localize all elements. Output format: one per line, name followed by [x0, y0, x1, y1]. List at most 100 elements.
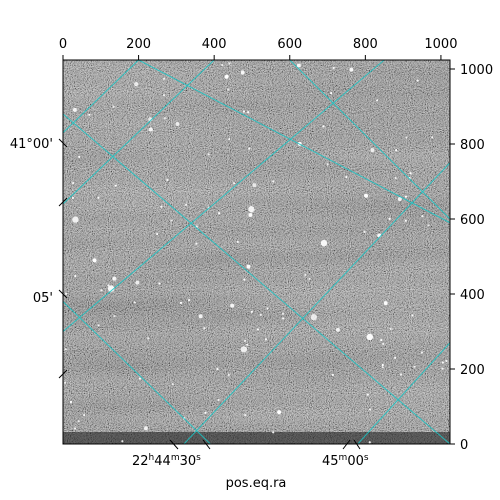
- star: [134, 82, 139, 87]
- star: [246, 264, 251, 269]
- star: [310, 313, 318, 321]
- star: [236, 240, 239, 243]
- y-tick-label-3: 600: [460, 213, 485, 228]
- star: [441, 361, 444, 364]
- dec-tick-label-1: 41°00': [10, 137, 53, 152]
- star: [394, 356, 397, 359]
- star: [107, 285, 115, 292]
- star: [416, 79, 419, 82]
- star: [242, 110, 246, 113]
- star: [380, 339, 383, 342]
- star: [272, 431, 275, 434]
- grid-line-1: [289, 60, 450, 220]
- star: [399, 373, 403, 376]
- star: [247, 111, 250, 114]
- star: [256, 328, 260, 331]
- star: [322, 125, 325, 128]
- star: [92, 258, 97, 263]
- x-tick-label-2: 400: [202, 37, 227, 52]
- star: [304, 273, 307, 277]
- coordinate-grid: [63, 60, 450, 444]
- star: [156, 232, 159, 236]
- star: [228, 62, 231, 65]
- star: [240, 70, 245, 75]
- star: [246, 343, 249, 346]
- star: [445, 359, 448, 363]
- plot-frame: [62, 59, 451, 445]
- star: [381, 363, 384, 367]
- x-tick-label-5: 1000: [424, 37, 457, 52]
- star: [160, 205, 163, 208]
- star: [382, 342, 385, 346]
- star: [112, 276, 117, 281]
- star: [138, 377, 142, 380]
- star: [227, 373, 230, 376]
- dec-tick-mark-1: [58, 138, 68, 148]
- star: [368, 441, 371, 444]
- star: [413, 365, 416, 368]
- star: [195, 242, 198, 245]
- star: [264, 338, 268, 341]
- star: [345, 176, 348, 179]
- star: [296, 63, 301, 68]
- grid-line-4: [183, 162, 450, 444]
- star: [78, 155, 81, 158]
- grid-line-6: [63, 301, 211, 444]
- star: [121, 440, 124, 443]
- star: [409, 172, 412, 175]
- star: [266, 307, 269, 310]
- star: [421, 215, 424, 218]
- star: [112, 105, 115, 108]
- dec-tick-mark-2: [58, 289, 68, 299]
- ra-tick-label-1: 22h44m30s: [132, 453, 201, 469]
- x-tick-label-3: 600: [277, 37, 302, 52]
- star: [143, 426, 148, 431]
- star: [166, 178, 169, 182]
- star: [244, 414, 247, 417]
- x-axis-title: pos.eq.ra: [226, 476, 287, 491]
- x-tick-label-4: 800: [353, 37, 378, 52]
- star: [248, 147, 251, 150]
- star: [74, 427, 77, 430]
- star: [431, 136, 434, 139]
- star: [72, 216, 79, 223]
- star: [230, 303, 235, 308]
- star: [332, 66, 335, 70]
- star: [330, 92, 333, 95]
- star: [233, 182, 236, 185]
- star: [248, 212, 253, 217]
- star: [441, 367, 444, 370]
- x-tick-label-1: 200: [126, 37, 151, 52]
- star: [277, 410, 282, 415]
- star: [389, 327, 392, 330]
- star: [252, 183, 257, 188]
- star: [227, 88, 230, 91]
- star: [83, 414, 86, 417]
- star: [113, 314, 116, 318]
- grid-line-5: [357, 342, 450, 444]
- star: [370, 148, 375, 153]
- star: [259, 313, 262, 316]
- ra-tick-mark-2: [342, 439, 351, 450]
- grid-line-0: [138, 60, 450, 224]
- star: [363, 230, 366, 233]
- star: [331, 373, 334, 376]
- star: [97, 196, 100, 199]
- star: [221, 63, 224, 67]
- star: [88, 113, 91, 116]
- y-tick-label-1: 200: [460, 363, 485, 378]
- star: [163, 117, 166, 120]
- star: [366, 333, 373, 341]
- star-field: [63, 62, 448, 444]
- y-tick-label-0: 0: [460, 438, 468, 453]
- star: [171, 383, 174, 386]
- star: [248, 206, 255, 213]
- star: [366, 393, 369, 396]
- star: [420, 351, 424, 354]
- star: [250, 310, 253, 313]
- grid-line-3: [63, 60, 385, 332]
- dec-tick-label-2: 05': [33, 291, 53, 306]
- dec-tick-mark-2b: [58, 369, 68, 379]
- star: [147, 337, 150, 340]
